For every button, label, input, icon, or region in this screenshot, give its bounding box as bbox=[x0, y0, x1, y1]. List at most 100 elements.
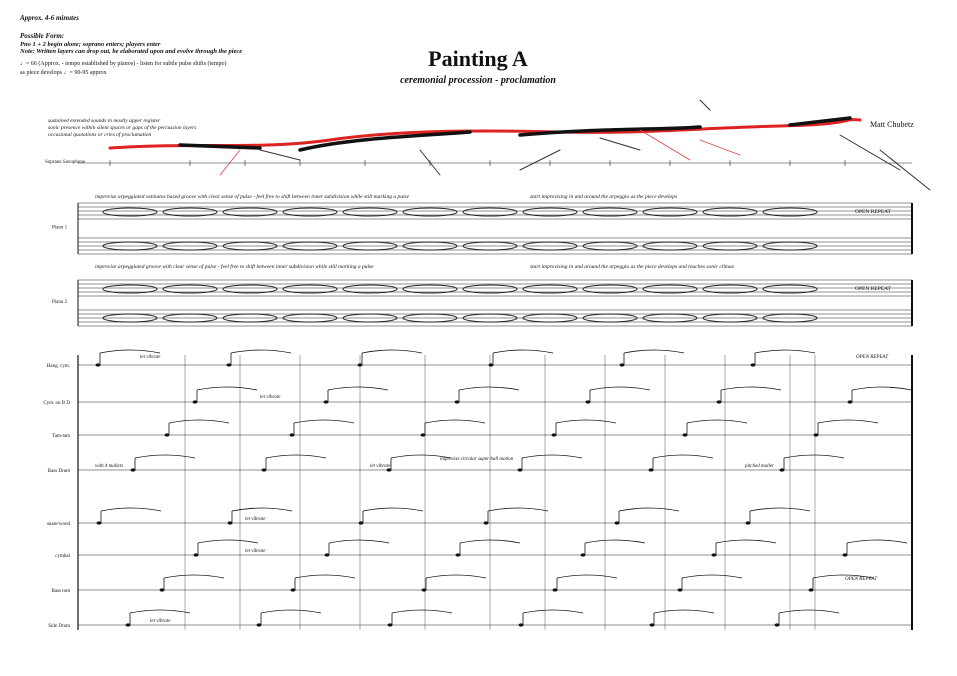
note-head bbox=[261, 468, 267, 472]
note-head bbox=[847, 400, 853, 404]
arpeggio-figure bbox=[102, 313, 158, 323]
performance-note: let vibrate bbox=[370, 464, 391, 469]
note-head bbox=[421, 588, 427, 592]
arpeggio-figure bbox=[582, 313, 638, 323]
note-head bbox=[256, 623, 262, 627]
arpeggio-figure bbox=[522, 313, 578, 323]
tie bbox=[522, 609, 584, 614]
arpeggio-figure bbox=[582, 284, 638, 294]
piano-instruction: improvise arpeggiated ostinatos based gr… bbox=[95, 193, 410, 200]
arpeggio-figure bbox=[462, 241, 518, 251]
tie bbox=[168, 419, 230, 424]
note-head bbox=[677, 588, 683, 592]
tie bbox=[362, 507, 424, 512]
duration: Approx. 4-6 minutes bbox=[19, 14, 79, 22]
tie bbox=[361, 349, 423, 354]
black-gesture bbox=[178, 116, 852, 152]
arpeggio-figure bbox=[162, 313, 218, 323]
note-head bbox=[323, 400, 329, 404]
staff-label: Tam-tam bbox=[52, 434, 70, 439]
arpeggio-figure bbox=[702, 313, 758, 323]
staff-label: Soprano Saxophone bbox=[45, 160, 86, 165]
performance-note: occasional quotations or cries of procla… bbox=[48, 131, 151, 138]
staff-label: Piano 1 bbox=[52, 226, 68, 231]
arpeggio-figure bbox=[102, 241, 158, 251]
arpeggio-figure bbox=[282, 284, 338, 294]
tie bbox=[293, 419, 355, 424]
note-head bbox=[159, 588, 165, 592]
staff-label: Cym. on B D bbox=[43, 401, 70, 406]
tie bbox=[783, 454, 845, 459]
arpeggio-figure bbox=[462, 313, 518, 323]
tie bbox=[99, 349, 161, 354]
tie bbox=[812, 574, 874, 579]
note-head bbox=[518, 623, 524, 627]
arpeggio-figure bbox=[702, 207, 758, 217]
performance-note: OPEN REPEAT bbox=[856, 355, 889, 360]
tempo-line: as piece develops ♩= 90-95 approx bbox=[20, 70, 107, 76]
arpeggio-figure bbox=[522, 241, 578, 251]
arpeggio-figure bbox=[582, 241, 638, 251]
tie bbox=[584, 539, 646, 544]
tie bbox=[681, 574, 743, 579]
staff-label: Hang. cym. bbox=[47, 364, 70, 369]
arpeggio-figure bbox=[342, 313, 398, 323]
arpeggio-figure bbox=[762, 284, 818, 294]
tie bbox=[100, 507, 162, 512]
note-head bbox=[193, 553, 199, 557]
arpeggio-figure bbox=[282, 207, 338, 217]
arpeggio-figure bbox=[582, 207, 638, 217]
tie bbox=[618, 507, 680, 512]
note-head bbox=[226, 363, 232, 367]
tie bbox=[754, 349, 816, 354]
staff-label: Side Drum bbox=[48, 624, 70, 629]
note-head bbox=[488, 363, 494, 367]
red-scribble bbox=[219, 129, 741, 176]
note-head bbox=[289, 433, 295, 437]
tie bbox=[260, 609, 322, 614]
arpeggio-figure bbox=[522, 284, 578, 294]
note-head bbox=[619, 363, 625, 367]
note-head bbox=[357, 363, 363, 367]
note-head bbox=[774, 623, 780, 627]
note-head bbox=[648, 468, 654, 472]
note-head bbox=[517, 468, 523, 472]
piano-development: start improvising in and around the arpe… bbox=[530, 264, 735, 270]
arpeggio-figure bbox=[522, 207, 578, 217]
arpeggio-figure bbox=[402, 284, 458, 294]
tie bbox=[749, 507, 811, 512]
note-head bbox=[552, 588, 558, 592]
tempo-line: ♩= 66 (Approx. - tempo established by pi… bbox=[20, 60, 227, 67]
tie bbox=[686, 419, 748, 424]
tie bbox=[459, 539, 521, 544]
form-line: Note: Written layers can drop out, be el… bbox=[19, 48, 242, 55]
note-head bbox=[420, 433, 426, 437]
tie bbox=[623, 349, 685, 354]
piano-instruction: improvise arpeggiated groove with clear … bbox=[95, 263, 374, 270]
note-head bbox=[96, 521, 102, 525]
note-head bbox=[386, 468, 392, 472]
performance-note: let vibrate bbox=[245, 517, 266, 522]
arpeggio-figure bbox=[402, 241, 458, 251]
performance-note: pitched mallet bbox=[744, 464, 774, 469]
tie bbox=[265, 454, 327, 459]
note-head bbox=[711, 553, 717, 557]
tie bbox=[846, 539, 908, 544]
arpeggio-figure bbox=[642, 207, 698, 217]
title: Painting A bbox=[428, 46, 528, 71]
tie bbox=[492, 349, 554, 354]
arpeggio-figure bbox=[282, 241, 338, 251]
arpeggio-figure bbox=[462, 284, 518, 294]
arpeggio-figure bbox=[402, 207, 458, 217]
composer: Matt Chubetz bbox=[870, 120, 914, 129]
note-head bbox=[95, 363, 101, 367]
tie bbox=[294, 574, 356, 579]
note-head bbox=[455, 553, 461, 557]
tie bbox=[390, 454, 452, 459]
tie bbox=[197, 539, 259, 544]
note-head bbox=[483, 521, 489, 525]
performance-note: let vibrate bbox=[140, 355, 161, 360]
note-head bbox=[454, 400, 460, 404]
note-head bbox=[192, 400, 198, 404]
